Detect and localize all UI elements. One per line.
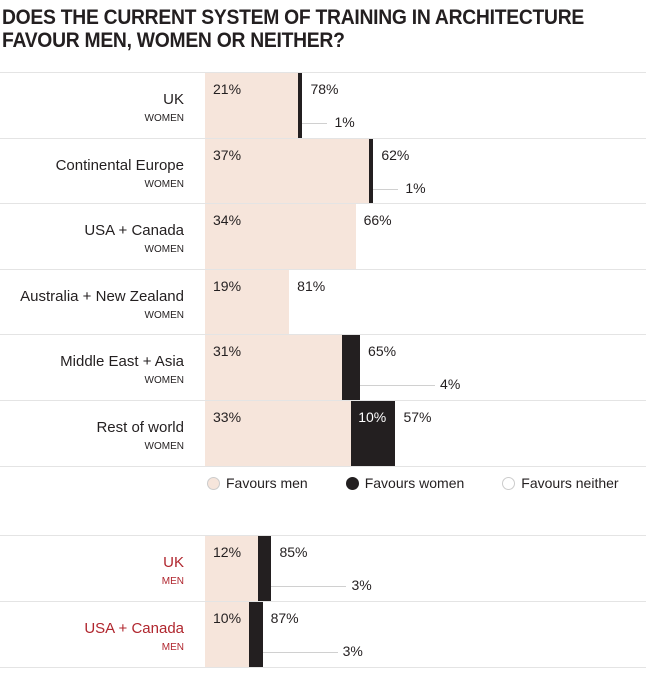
value-men: 34%: [213, 212, 242, 228]
value-men: 37%: [213, 146, 242, 163]
legend-label: Favours women: [364, 475, 465, 491]
bar-women: [342, 335, 361, 400]
category-label: USA + Canada: [84, 619, 184, 637]
group-label: WOMEN: [144, 113, 184, 124]
leader-line: [360, 385, 436, 386]
group-label: WOMEN: [144, 440, 184, 452]
bar-men: [205, 335, 343, 400]
row-label: USA + Canada MEN: [84, 620, 184, 653]
legend-label: Favours men: [226, 475, 308, 491]
legend-neither: Favours neither: [502, 475, 619, 491]
category-label: Continental Europe: [55, 156, 184, 174]
chart-title: DOES THE CURRENT SYSTEM OF TRAINING IN A…: [2, 6, 585, 52]
bar-row: Middle East + Asia WOMEN 31% 4% 65%: [0, 334, 646, 400]
group-label: WOMEN: [144, 375, 184, 386]
value-women: 1%: [405, 179, 426, 196]
bar-men: [205, 400, 352, 466]
legend-women: Favours women: [345, 475, 465, 491]
bar-men: [205, 204, 356, 269]
bar-women: [249, 601, 263, 667]
bar-row: Australia + New Zealand WOMEN 19% 81%: [0, 268, 646, 335]
value-women: 3%: [342, 642, 363, 659]
legend-label: Favours neither: [521, 475, 619, 491]
row-label: Rest of world WOMEN: [96, 419, 184, 452]
value-neither: 78%: [310, 81, 339, 97]
value-women: 10%: [358, 408, 387, 425]
row-label: Continental Europe WOMEN: [56, 157, 184, 190]
bar-women: [298, 73, 303, 138]
group-label: MEN: [161, 641, 184, 653]
leader-line: [373, 188, 399, 190]
value-neither: 87%: [270, 609, 299, 626]
bar-men: [205, 138, 369, 204]
value-men: 21%: [213, 81, 242, 97]
bar-row: UK MEN 12% 3% 85%: [0, 535, 646, 601]
leader-line: [302, 123, 328, 124]
bar-women: [258, 536, 272, 601]
bar-women: [351, 400, 396, 466]
group-label: WOMEN: [144, 309, 184, 321]
bar-row: Rest of world WOMEN 33% 10% 57%: [0, 399, 646, 467]
category-label: USA + Canada: [84, 222, 184, 239]
value-men: 10%: [213, 609, 242, 626]
bar-row: USA + Canada WOMEN 34% 66%: [0, 203, 646, 269]
legend-women-swatch: [345, 476, 359, 490]
value-neither: 65%: [368, 343, 397, 359]
bar-row: Continental Europe WOMEN 37% 1% 62%: [0, 137, 646, 204]
value-men: 19%: [213, 277, 242, 294]
bar-men: [205, 536, 259, 601]
category-label: UK: [163, 91, 184, 108]
legend: Favours men Favours women Favours neithe…: [207, 475, 657, 491]
value-neither: 66%: [363, 212, 392, 228]
row-label: USA + Canada WOMEN: [84, 222, 184, 255]
bar-women: [368, 138, 374, 204]
row-label: Middle East + Asia WOMEN: [60, 353, 184, 386]
group-label: WOMEN: [144, 178, 184, 190]
value-neither: 62%: [381, 146, 410, 163]
bar-men: [205, 269, 290, 335]
legend-men-swatch: [207, 476, 220, 490]
legend-men: Favours men: [207, 475, 308, 491]
leader-line: [262, 651, 338, 653]
value-women: 1%: [334, 114, 355, 130]
value-women: 3%: [351, 577, 372, 593]
value-women: 4%: [440, 376, 461, 392]
group-label: MEN: [161, 576, 184, 587]
category-label: Middle East + Asia: [60, 353, 184, 370]
category-label: Rest of world: [96, 418, 184, 436]
leader-line: [271, 586, 347, 587]
value-men: 31%: [213, 343, 242, 359]
category-label: Australia + New Zealand: [20, 287, 184, 305]
value-neither: 81%: [297, 277, 326, 294]
bar-row: UK WOMEN 21% 1% 78%: [0, 72, 646, 138]
category-label: UK: [163, 554, 184, 571]
value-men: 33%: [213, 408, 242, 425]
value-men: 12%: [213, 544, 242, 560]
bar-row: USA + Canada MEN 10% 3% 87%: [0, 600, 646, 668]
row-label: Australia + New Zealand WOMEN: [20, 288, 184, 321]
value-neither: 57%: [403, 408, 432, 425]
group-label: WOMEN: [144, 244, 184, 255]
row-label: UK WOMEN: [145, 91, 184, 124]
row-label: UK MEN: [162, 554, 184, 587]
value-neither: 85%: [279, 544, 308, 560]
bar-men: [205, 601, 250, 667]
legend-neither-swatch: [502, 476, 516, 490]
bar-men: [205, 73, 299, 138]
